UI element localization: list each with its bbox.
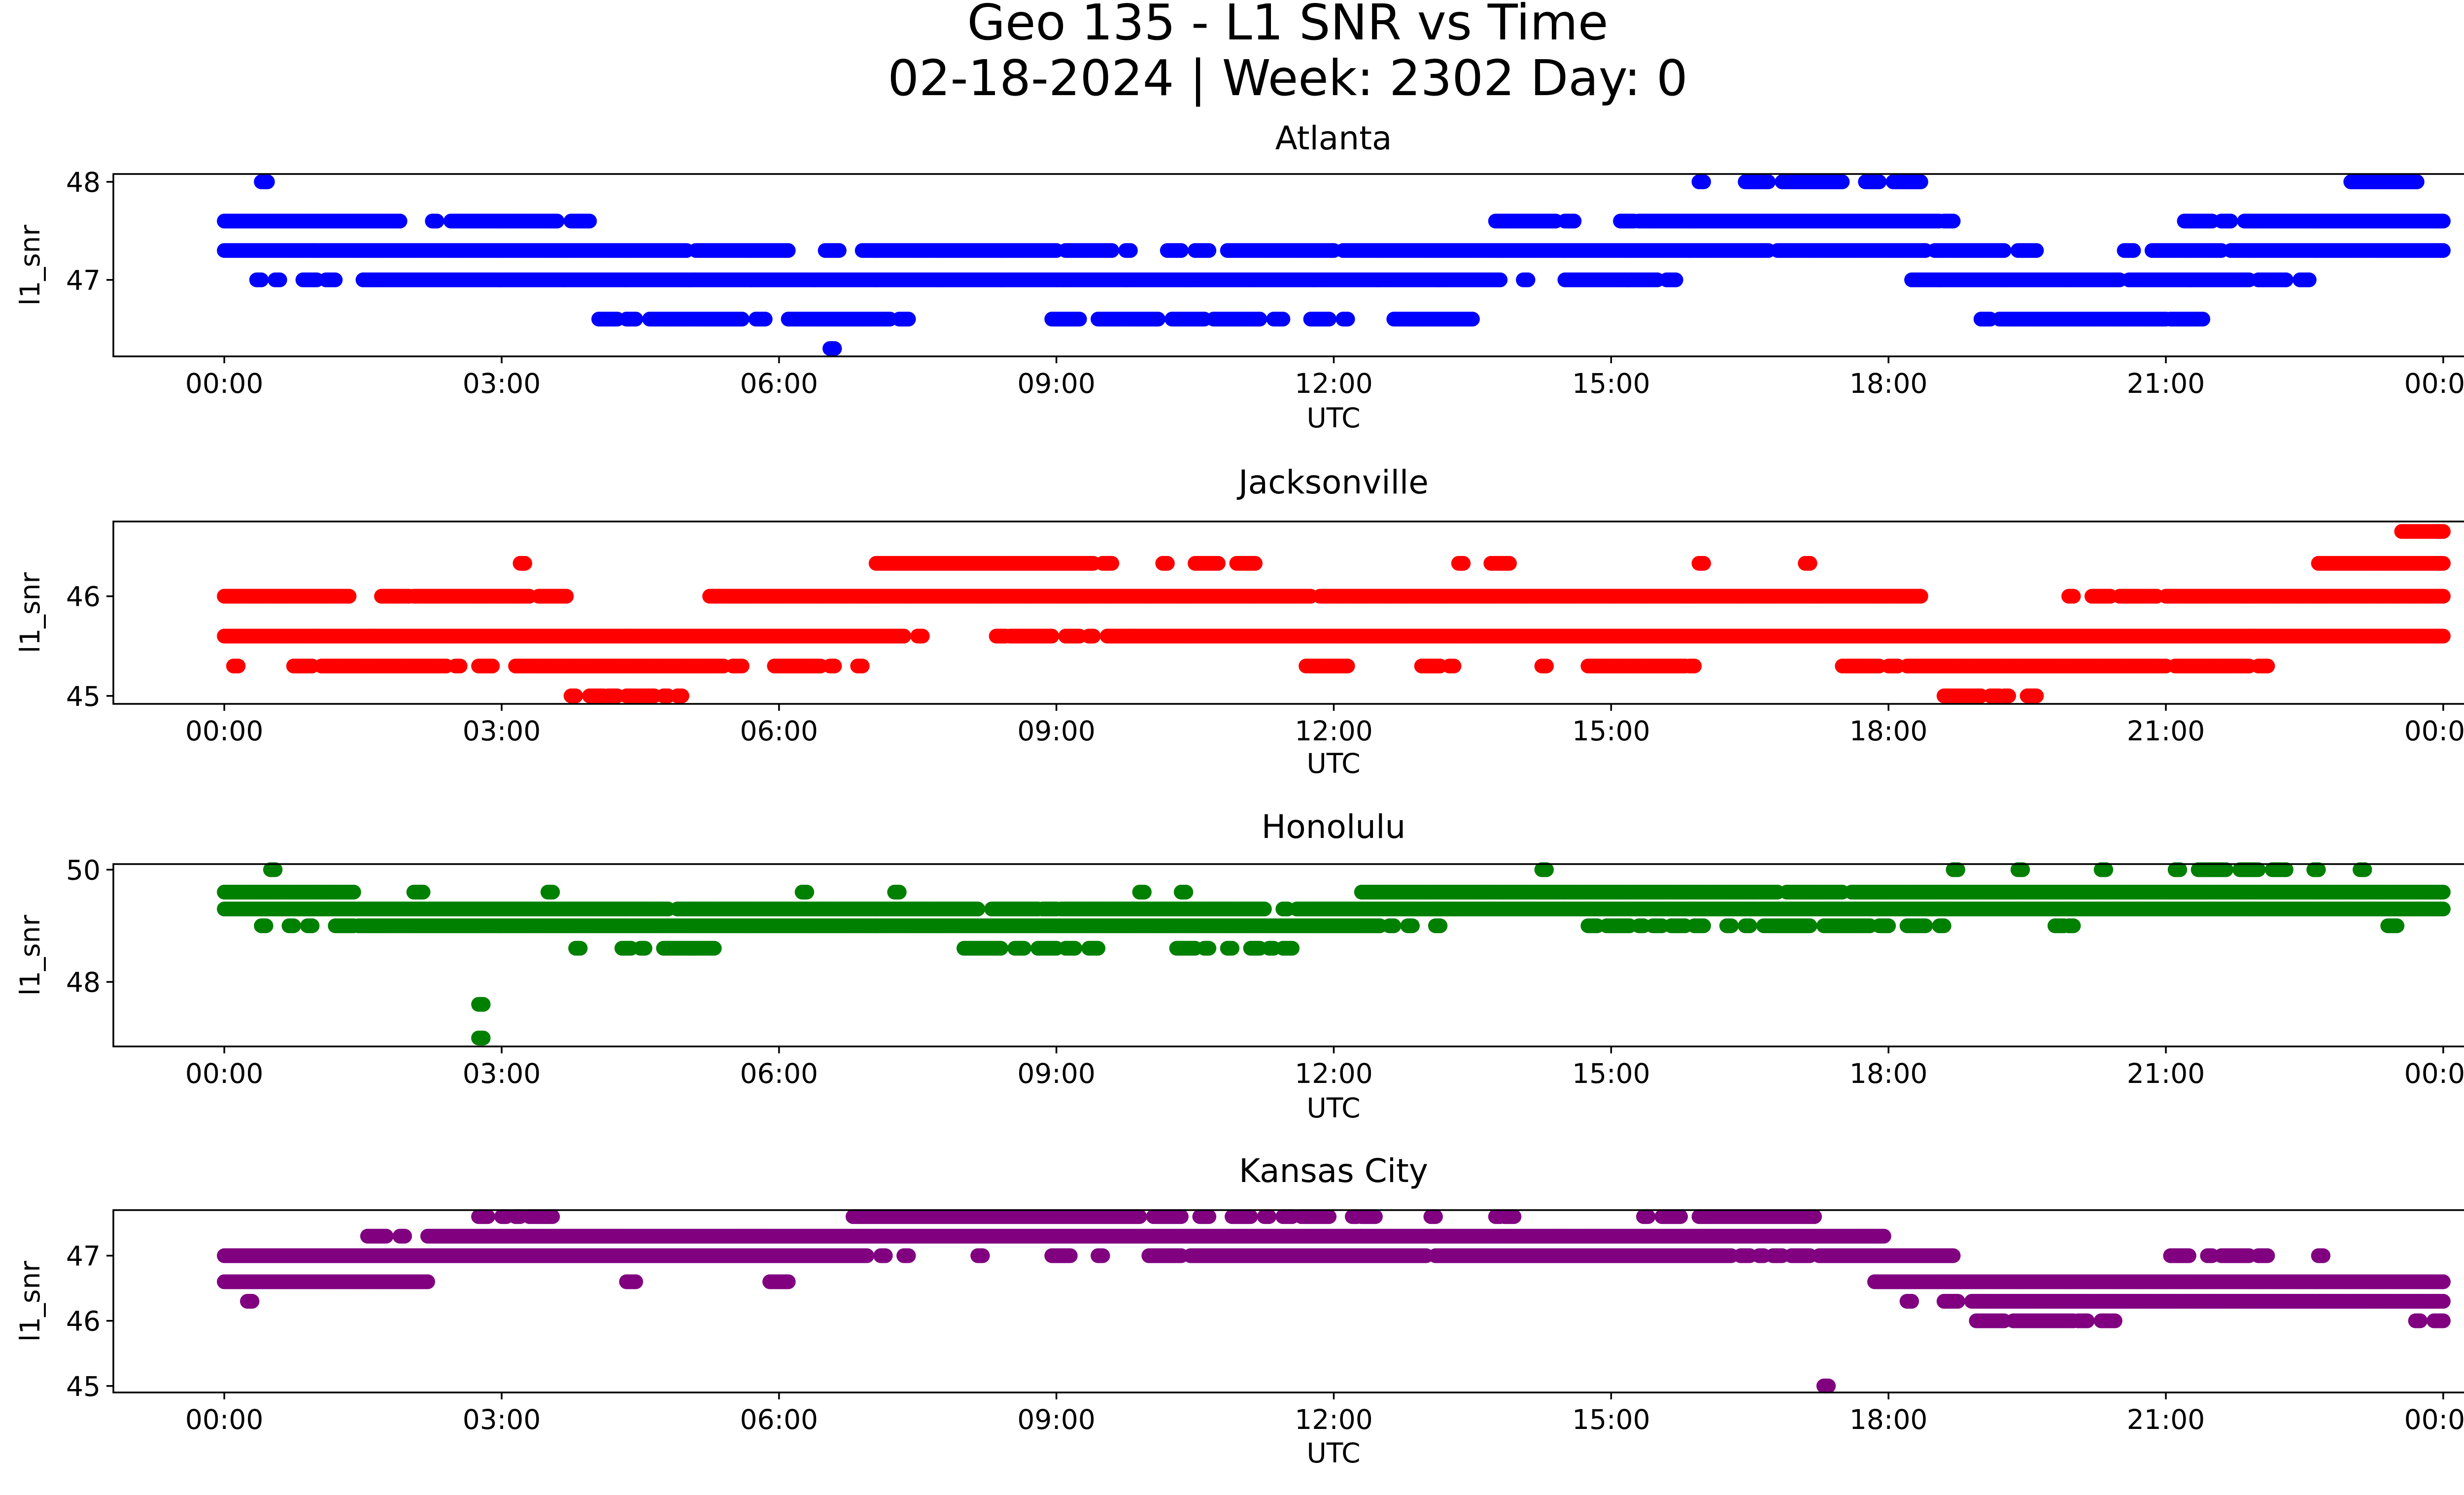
data-point	[1322, 312, 1336, 326]
atlanta-panel: Atlanta 00:00 03:00 06:00 09:00 12:00 15:00 18…	[14, 119, 2464, 434]
plot-frame	[113, 174, 2464, 356]
x-axis-label: UTC	[1306, 402, 1360, 434]
x-axis-ticks: 00:00 03:00 06:00 09:00 12:00 15:00 18:00 21:00…	[185, 356, 2464, 399]
data-point	[1502, 556, 1517, 571]
data-point	[827, 341, 842, 356]
x-tick-label: 18:00	[1849, 368, 1928, 399]
data-point	[1493, 273, 1507, 287]
data-point	[2302, 273, 2317, 287]
data-point	[1914, 589, 1928, 604]
data-point	[1669, 273, 1683, 287]
data-point	[2436, 214, 2451, 229]
data-point	[2436, 243, 2451, 258]
data-point	[550, 214, 565, 229]
data-point	[1997, 243, 2012, 258]
data-point	[1151, 312, 1165, 326]
x-tick-label: 09:00	[1017, 368, 1095, 399]
data-point	[1072, 312, 1087, 326]
data-point	[559, 589, 574, 604]
data-point	[2223, 214, 2238, 229]
data-point	[2410, 174, 2425, 189]
data-point	[781, 243, 796, 258]
data-point	[2066, 589, 2081, 604]
data-point	[1160, 556, 1175, 571]
data-point	[1761, 174, 1776, 189]
data-point	[1914, 174, 1928, 189]
data-point	[1174, 243, 1189, 258]
data-point	[430, 214, 445, 229]
data-point	[1104, 243, 1119, 258]
panel-title: Jacksonville	[1236, 463, 1429, 501]
data-point	[582, 214, 597, 229]
data-point	[1248, 556, 1263, 571]
data-point	[254, 273, 269, 287]
data-point	[517, 556, 532, 571]
data-point	[628, 312, 643, 326]
x-tick-label: 03:00	[463, 368, 541, 399]
figure: Geo 135 - L1 SNR vs Time 02-18-2024 | We…	[0, 0, 2464, 1495]
data-point	[2279, 273, 2293, 287]
data-point	[1803, 556, 1817, 571]
x-tick-label: 15:00	[1572, 368, 1650, 399]
data-point	[2029, 243, 2044, 258]
data-point	[1104, 556, 1119, 571]
data-point	[1946, 214, 1961, 229]
data-point	[1872, 174, 1886, 189]
data-point	[758, 312, 773, 326]
data-point	[1123, 243, 1138, 258]
y-tick-label: 47	[66, 265, 101, 296]
scatter-points	[217, 524, 2451, 703]
figure-title-line1: Geo 135 - L1 SNR vs Time	[967, 0, 1608, 51]
data-point	[1696, 556, 1711, 571]
data-point	[342, 589, 356, 604]
x-tick-label: 06:00	[740, 368, 819, 399]
data-point	[1696, 174, 1711, 189]
data-point	[2436, 556, 2451, 571]
data-point	[2436, 524, 2451, 539]
data-point	[328, 273, 342, 287]
x-tick-label: 00:00	[185, 368, 264, 399]
data-point	[1567, 214, 1581, 229]
data-point	[1201, 243, 1216, 258]
data-point	[273, 273, 287, 287]
data-point	[901, 312, 916, 326]
figure-title-line2: 02-18-2024 | Week: 2302 Day: 0	[888, 49, 1687, 107]
data-point	[1252, 312, 1267, 326]
data-point	[1275, 312, 1290, 326]
data-point	[1211, 556, 1226, 571]
x-tick-label: 21:00	[2127, 368, 2205, 399]
data-point	[1835, 174, 1849, 189]
data-point	[393, 214, 408, 229]
x-tick-label: 00:00	[2404, 368, 2464, 399]
data-point	[832, 243, 847, 258]
data-point	[735, 312, 750, 326]
x-tick-label: 12:00	[1295, 368, 1373, 399]
y-axis-ticks: 47 48	[66, 167, 113, 296]
scatter-points	[217, 174, 2451, 356]
data-point	[1340, 312, 1355, 326]
data-point	[260, 174, 275, 189]
data-point	[1521, 273, 1536, 287]
data-point	[2126, 243, 2141, 258]
data-point	[2195, 312, 2210, 326]
y-axis-label: l1_snr	[14, 225, 46, 306]
data-point	[1456, 556, 1471, 571]
panel-title: Atlanta	[1275, 119, 1392, 157]
jacksonville-panel: Jacksonville 00:00 03:00 06:00 09:00 12:00 15…	[14, 463, 2464, 779]
data-point	[1465, 312, 1480, 326]
y-tick-label: 48	[66, 167, 101, 198]
